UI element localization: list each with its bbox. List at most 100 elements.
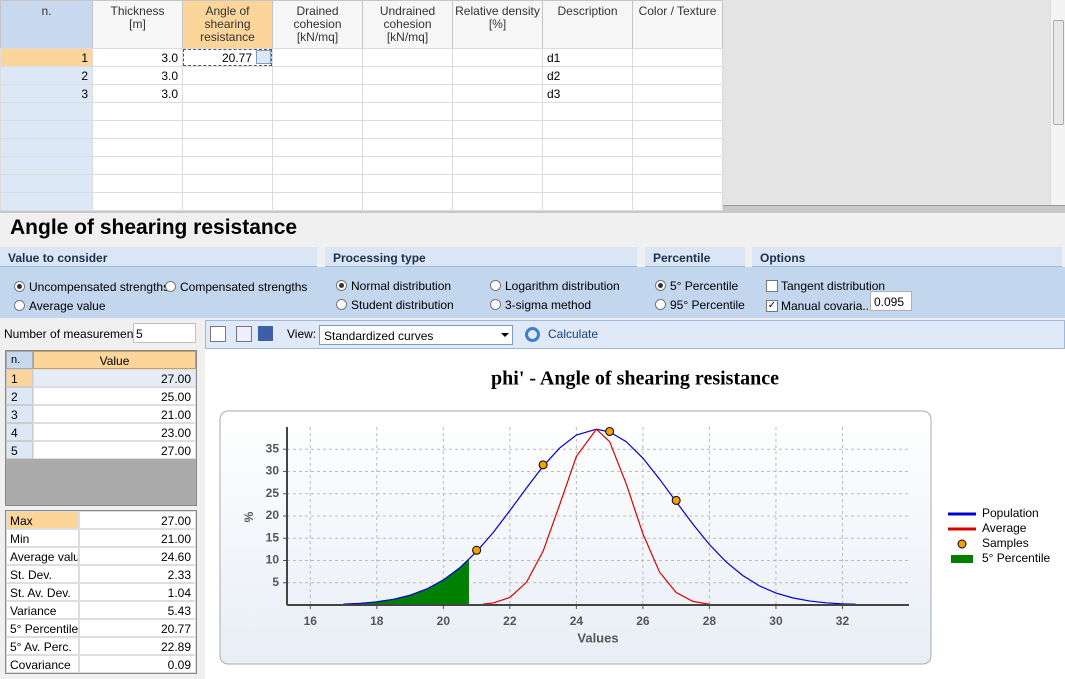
checkbox[interactable] bbox=[766, 280, 778, 292]
radio-button[interactable] bbox=[336, 299, 347, 310]
table-cell[interactable] bbox=[362, 156, 453, 175]
table-cell[interactable] bbox=[182, 66, 273, 85]
table-cell[interactable] bbox=[182, 174, 273, 193]
save-icon[interactable] bbox=[258, 326, 273, 341]
covariance-input[interactable]: 0.095 bbox=[870, 291, 912, 311]
measurement-value[interactable]: 27.00 bbox=[33, 441, 196, 459]
radio-button[interactable] bbox=[490, 280, 501, 291]
radio-label[interactable]: 5° Percentile bbox=[670, 279, 739, 293]
table-cell[interactable] bbox=[632, 102, 723, 121]
scroll-thumb[interactable] bbox=[1053, 20, 1064, 125]
radio-label[interactable]: Logarithm distribution bbox=[505, 279, 620, 293]
table-cell[interactable] bbox=[362, 192, 453, 211]
checkbox-label[interactable]: Tangent distribution bbox=[781, 279, 886, 293]
table-cell[interactable] bbox=[632, 120, 723, 139]
radio-label[interactable]: Average value bbox=[29, 299, 106, 313]
table-cell[interactable] bbox=[362, 84, 453, 103]
table-cell[interactable]: 3.0 bbox=[92, 84, 183, 103]
table-cell[interactable] bbox=[632, 138, 723, 157]
table-cell[interactable] bbox=[272, 66, 363, 85]
table-cell[interactable] bbox=[362, 174, 453, 193]
view-select[interactable]: Standardized curves bbox=[319, 325, 513, 345]
table-cell[interactable] bbox=[632, 156, 723, 175]
table-cell[interactable] bbox=[542, 156, 633, 175]
table-cell[interactable] bbox=[272, 102, 363, 121]
table-cell[interactable] bbox=[182, 156, 273, 175]
table-cell[interactable]: d3 bbox=[542, 84, 633, 103]
table-cell[interactable] bbox=[272, 156, 363, 175]
table-cell[interactable] bbox=[92, 102, 183, 121]
table-cell[interactable] bbox=[182, 102, 273, 121]
table-cell[interactable] bbox=[452, 120, 543, 139]
table-cell[interactable] bbox=[92, 156, 183, 175]
table-cell[interactable] bbox=[452, 84, 543, 103]
ellipsis-button[interactable] bbox=[256, 50, 271, 64]
table-cell[interactable] bbox=[452, 102, 543, 121]
table-cell[interactable] bbox=[452, 48, 543, 67]
radio-label[interactable]: 3-sigma method bbox=[505, 298, 592, 312]
table-cell[interactable] bbox=[632, 66, 723, 85]
table-cell[interactable] bbox=[272, 120, 363, 139]
table-cell[interactable] bbox=[542, 138, 633, 157]
table-cell[interactable] bbox=[542, 102, 633, 121]
table-cell[interactable] bbox=[362, 66, 453, 85]
table-cell[interactable] bbox=[452, 138, 543, 157]
table-cell[interactable]: d2 bbox=[542, 66, 633, 85]
table-cell[interactable] bbox=[272, 84, 363, 103]
table-cell[interactable] bbox=[542, 120, 633, 139]
radio-label[interactable]: 95° Percentile bbox=[670, 298, 745, 312]
radio-label[interactable]: Uncompensated strengths bbox=[29, 280, 170, 294]
toolbar: View: Standardized curves Calculate bbox=[205, 320, 1065, 349]
x-tick-label: 16 bbox=[304, 614, 318, 628]
radio-label[interactable]: Normal distribution bbox=[351, 279, 452, 293]
measurement-value[interactable]: 25.00 bbox=[33, 387, 196, 405]
table-cell[interactable] bbox=[632, 192, 723, 211]
calculate-button[interactable]: Calculate bbox=[548, 327, 599, 341]
checkbox[interactable]: ✓ bbox=[766, 300, 778, 312]
scrollbar[interactable] bbox=[1050, 0, 1065, 205]
table-cell[interactable]: d1 bbox=[542, 48, 633, 67]
table-cell[interactable]: 3.0 bbox=[92, 48, 183, 67]
radio-button[interactable] bbox=[490, 299, 501, 310]
measurements-input[interactable]: 5 bbox=[133, 323, 196, 343]
calculate-icon[interactable] bbox=[525, 327, 540, 342]
measurement-value[interactable]: 23.00 bbox=[33, 423, 196, 441]
table-cell[interactable] bbox=[452, 174, 543, 193]
table-cell[interactable] bbox=[272, 192, 363, 211]
measurement-value[interactable]: 21.00 bbox=[33, 405, 196, 423]
radio-button[interactable] bbox=[165, 281, 176, 292]
table-cell[interactable] bbox=[452, 66, 543, 85]
table-cell[interactable] bbox=[362, 48, 453, 67]
table-cell[interactable] bbox=[182, 138, 273, 157]
radio-label[interactable]: Student distribution bbox=[351, 298, 454, 312]
table-cell[interactable] bbox=[272, 138, 363, 157]
table-cell[interactable] bbox=[92, 174, 183, 193]
table-cell[interactable] bbox=[272, 174, 363, 193]
table-cell[interactable] bbox=[182, 192, 273, 211]
table-cell[interactable] bbox=[452, 192, 543, 211]
table-cell[interactable] bbox=[452, 156, 543, 175]
radio-button[interactable] bbox=[14, 300, 25, 311]
table-cell[interactable] bbox=[632, 84, 723, 103]
radio-button[interactable] bbox=[655, 299, 666, 310]
preview-icon[interactable] bbox=[210, 326, 226, 342]
table-cell[interactable]: 3.0 bbox=[92, 66, 183, 85]
table-cell[interactable] bbox=[92, 192, 183, 211]
table-cell[interactable] bbox=[92, 120, 183, 139]
table-cell[interactable] bbox=[272, 48, 363, 67]
table-cell[interactable] bbox=[362, 120, 453, 139]
table-cell[interactable] bbox=[182, 120, 273, 139]
checkbox-label[interactable]: Manual covaria... bbox=[781, 299, 873, 313]
table-cell[interactable] bbox=[632, 174, 723, 193]
table-cell[interactable] bbox=[362, 138, 453, 157]
measurement-value[interactable]: 27.00 bbox=[33, 369, 196, 387]
copy-icon[interactable] bbox=[236, 326, 252, 342]
radio-label[interactable]: Compensated strengths bbox=[180, 280, 308, 294]
table-cell[interactable] bbox=[362, 102, 453, 121]
table-cell[interactable] bbox=[92, 138, 183, 157]
table-cell[interactable] bbox=[632, 48, 723, 67]
table-cell[interactable] bbox=[182, 84, 273, 103]
table-cell[interactable] bbox=[542, 192, 633, 211]
table-cell[interactable] bbox=[542, 174, 633, 193]
